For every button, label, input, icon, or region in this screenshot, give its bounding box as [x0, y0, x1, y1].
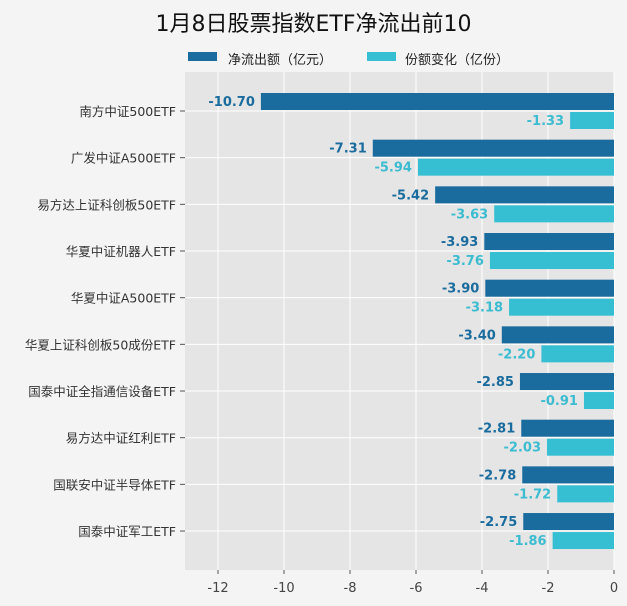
data-label: -2.03: [504, 441, 541, 456]
bar-net-outflow: [484, 233, 614, 251]
x-tick-label: -8: [344, 581, 357, 596]
legend-swatch-share-change: [367, 52, 396, 61]
chart-title: 1月8日股票指数ETF净流出前10: [155, 12, 472, 37]
bar-share-change: [541, 345, 614, 363]
x-tick-label: -10: [273, 581, 294, 596]
bar-net-outflow: [435, 186, 614, 204]
data-label: -2.78: [479, 468, 516, 483]
bar-share-change: [570, 112, 614, 129]
data-label: -2.81: [478, 422, 515, 437]
bar-net-outflow: [501, 326, 614, 344]
bar-share-change: [557, 485, 614, 503]
bar-share-change: [489, 252, 614, 270]
bar-net-outflow: [519, 373, 614, 391]
bar-share-change: [552, 532, 614, 550]
category-label: 国联安中证半导体ETF: [53, 477, 176, 492]
category-label: 易方达上证科创板50ETF: [37, 197, 176, 212]
data-label: -3.76: [446, 254, 483, 269]
category-label: 国泰中证军工ETF: [78, 524, 176, 539]
data-label: -1.33: [527, 114, 564, 129]
data-label: -10.70: [208, 95, 255, 110]
data-label: -7.31: [329, 142, 366, 157]
category-label: 易方达中证红利ETF: [66, 431, 176, 446]
data-label: -3.90: [442, 282, 479, 297]
bar-net-outflow: [523, 513, 614, 531]
data-label: -1.86: [509, 534, 546, 549]
bar-net-outflow: [485, 279, 614, 297]
bar-net-outflow: [521, 419, 614, 437]
category-label: 华夏中证A500ETF: [71, 291, 176, 306]
category-label: 华夏中证机器人ETF: [66, 244, 176, 259]
legend-swatch-net-outflow: [188, 52, 217, 61]
bar-share-change: [583, 392, 614, 410]
bar-share-change: [547, 438, 614, 456]
bar-net-outflow: [522, 466, 614, 484]
legend-label-share-change: 份额变化（亿份）: [405, 53, 510, 68]
bar-share-change: [509, 298, 614, 316]
data-label: -0.91: [540, 394, 577, 409]
x-tick-label: -4: [476, 581, 489, 596]
data-label: -3.93: [441, 235, 478, 250]
bar-net-outflow: [372, 139, 614, 157]
category-label: 国泰中证全指通信设备ETF: [28, 384, 176, 399]
data-label: -2.75: [480, 515, 517, 530]
bar-share-change: [417, 158, 614, 176]
data-label: -3.18: [466, 301, 503, 316]
bar-share-change: [494, 205, 614, 223]
category-label: 华夏上证科创板50成份ETF: [25, 337, 176, 352]
data-label: -2.20: [498, 347, 535, 362]
x-tick-label: 0: [610, 581, 618, 596]
legend-label-net-outflow: 净流出额（亿元）: [228, 53, 333, 68]
bar-net-outflow: [260, 93, 614, 110]
category-label: 南方中证500ETF: [79, 104, 176, 119]
data-label: -2.85: [476, 375, 513, 390]
data-label: -3.63: [451, 207, 488, 222]
x-tick-label: -6: [410, 581, 423, 596]
x-tick-label: -12: [207, 581, 228, 596]
data-label: -1.72: [514, 487, 551, 502]
data-label: -3.40: [458, 328, 495, 343]
data-label: -5.94: [374, 161, 411, 176]
category-label: 广发中证A500ETF: [71, 151, 176, 166]
data-label: -5.42: [392, 188, 429, 203]
x-tick-label: -2: [542, 581, 555, 596]
